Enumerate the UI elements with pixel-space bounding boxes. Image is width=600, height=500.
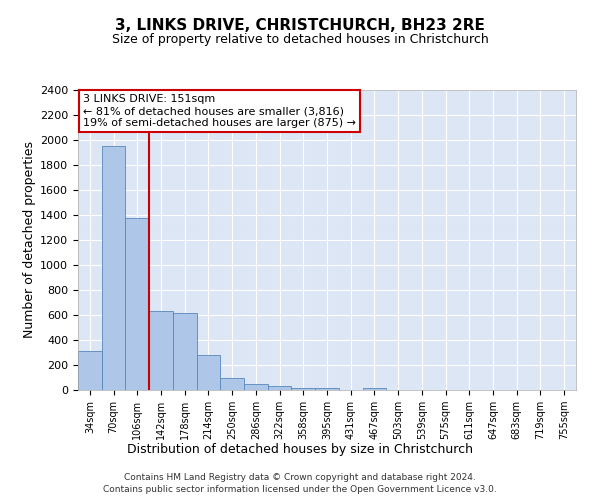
Bar: [149, 311, 173, 390]
Y-axis label: Number of detached properties: Number of detached properties: [23, 142, 36, 338]
Bar: [220, 378, 244, 390]
Bar: [362, 388, 386, 390]
Text: Contains public sector information licensed under the Open Government Licence v3: Contains public sector information licen…: [103, 485, 497, 494]
Bar: [173, 312, 197, 390]
Text: Contains HM Land Registry data © Crown copyright and database right 2024.: Contains HM Land Registry data © Crown c…: [124, 472, 476, 482]
Bar: [315, 388, 339, 390]
Text: 3 LINKS DRIVE: 151sqm
← 81% of detached houses are smaller (3,816)
19% of semi-d: 3 LINKS DRIVE: 151sqm ← 81% of detached …: [83, 94, 356, 128]
Text: Size of property relative to detached houses in Christchurch: Size of property relative to detached ho…: [112, 32, 488, 46]
Bar: [102, 146, 125, 390]
Bar: [197, 355, 220, 390]
Bar: [78, 350, 102, 390]
Text: 3, LINKS DRIVE, CHRISTCHURCH, BH23 2RE: 3, LINKS DRIVE, CHRISTCHURCH, BH23 2RE: [115, 18, 485, 32]
Text: Distribution of detached houses by size in Christchurch: Distribution of detached houses by size …: [127, 442, 473, 456]
Bar: [268, 386, 292, 390]
Bar: [244, 384, 268, 390]
Bar: [125, 218, 149, 390]
Bar: [292, 388, 315, 390]
